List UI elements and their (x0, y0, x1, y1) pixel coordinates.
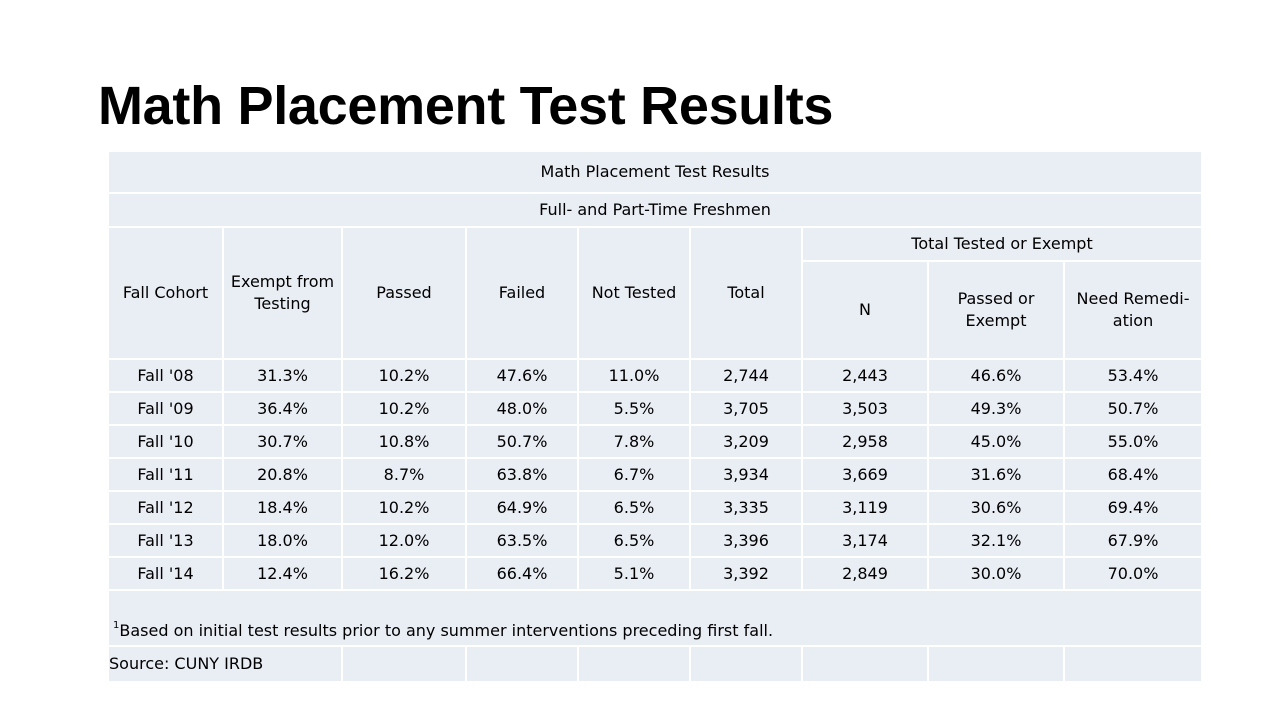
cell-total: 3,705 (689, 391, 803, 426)
cell-exempt: 36.4% (222, 391, 343, 426)
cell-total: 2,744 (689, 358, 803, 393)
table-row: Fall '11 20.8% 8.7% 63.8% 6.7% 3,934 3,669 31.6… (107, 457, 1204, 492)
cell-n: 3,669 (801, 457, 929, 492)
empty-cell (1062, 645, 1204, 683)
cell-fall-cohort: Fall '08 (107, 358, 224, 393)
cell-n: 2,443 (801, 358, 929, 393)
col-header-passed: Passed (341, 226, 467, 360)
cell-passed-or-exempt: 49.3% (927, 391, 1065, 426)
cell-n: 3,503 (801, 391, 929, 426)
cell-fall-cohort: Fall '09 (107, 391, 224, 426)
cell-passed-or-exempt: 32.1% (927, 523, 1065, 558)
table-subtitle: Full- and Part-Time Freshmen (106, 192, 1204, 228)
table-body: Fall '08 31.3% 10.2% 47.6% 11.0% 2,744 2,443 46… (107, 358, 1204, 591)
empty-cell (689, 645, 803, 683)
cell-need-remediation: 69.4% (1062, 490, 1204, 525)
cell-n: 2,958 (801, 424, 929, 459)
cell-exempt: 30.7% (222, 424, 343, 459)
slide-title: Math Placement Test Results (98, 76, 834, 136)
col-header-failed: Failed (465, 226, 579, 360)
cell-exempt: 18.4% (222, 490, 343, 525)
cell-failed: 63.8% (465, 457, 579, 492)
cell-total: 3,934 (689, 457, 803, 492)
cell-n: 3,174 (801, 523, 929, 558)
table-title: Math Placement Test Results (106, 150, 1204, 194)
cell-not-tested: 7.8% (577, 424, 691, 459)
cell-fall-cohort: Fall '10 (107, 424, 224, 459)
cell-exempt: 18.0% (222, 523, 343, 558)
table-row: Fall '12 18.4% 10.2% 64.9% 6.5% 3,335 3,119 30.… (107, 490, 1204, 525)
cell-need-remediation: 50.7% (1062, 391, 1204, 426)
group-header-total-tested: Total Tested or Exempt (800, 226, 1204, 262)
empty-cell (341, 645, 467, 683)
table-row: Fall '09 36.4% 10.2% 48.0% 5.5% 3,705 3,503 49.… (107, 391, 1204, 426)
cell-total: 3,392 (689, 556, 803, 591)
empty-cell (465, 645, 579, 683)
cell-exempt: 31.3% (222, 358, 343, 393)
cell-passed-or-exempt: 45.0% (927, 424, 1065, 459)
cell-passed: 10.8% (341, 424, 467, 459)
cell-need-remediation: 70.0% (1062, 556, 1204, 591)
table-row: Fall '08 31.3% 10.2% 47.6% 11.0% 2,744 2,443 46… (107, 358, 1204, 393)
col-header-passed-or-exempt: Passed or Exempt (927, 260, 1065, 360)
footnote: 1Based on initial test results prior to … (106, 589, 1204, 647)
table-row: Fall '14 12.4% 16.2% 66.4% 5.1% 3,392 2,849 30.… (107, 556, 1204, 591)
cell-failed: 48.0% (465, 391, 579, 426)
cell-passed: 10.2% (341, 490, 467, 525)
cell-exempt: 12.4% (222, 556, 343, 591)
cell-passed-or-exempt: 30.0% (927, 556, 1065, 591)
cell-need-remediation: 67.9% (1062, 523, 1204, 558)
table-row: Fall '13 18.0% 12.0% 63.5% 6.5% 3,396 3,174 32.… (107, 523, 1204, 558)
cell-n: 2,849 (801, 556, 929, 591)
cell-failed: 47.6% (465, 358, 579, 393)
empty-cell (577, 645, 691, 683)
cell-n: 3,119 (801, 490, 929, 525)
footnote-text: Based on initial test results prior to a… (119, 621, 774, 640)
cell-not-tested: 6.7% (577, 457, 691, 492)
table-row: Fall '10 30.7% 10.8% 50.7% 7.8% 3,209 2,958 45.… (107, 424, 1204, 459)
cell-not-tested: 5.5% (577, 391, 691, 426)
col-header-fall-cohort: Fall Cohort (107, 226, 224, 360)
cell-passed: 8.7% (341, 457, 467, 492)
cell-passed: 10.2% (341, 391, 467, 426)
cell-not-tested: 6.5% (577, 523, 691, 558)
cell-passed-or-exempt: 31.6% (927, 457, 1065, 492)
cell-not-tested: 5.1% (577, 556, 691, 591)
cell-failed: 50.7% (465, 424, 579, 459)
cell-need-remediation: 53.4% (1062, 358, 1204, 393)
cell-total: 3,396 (689, 523, 803, 558)
cell-need-remediation: 68.4% (1062, 457, 1204, 492)
col-header-not-tested: Not Tested (577, 226, 691, 360)
cell-total: 3,209 (689, 424, 803, 459)
cell-not-tested: 11.0% (577, 358, 691, 393)
cell-fall-cohort: Fall '11 (107, 457, 224, 492)
empty-cell (801, 645, 929, 683)
cell-passed: 10.2% (341, 358, 467, 393)
cell-passed-or-exempt: 46.6% (927, 358, 1065, 393)
col-header-n: N (801, 260, 929, 360)
cell-failed: 64.9% (465, 490, 579, 525)
col-header-total: Total (689, 226, 803, 360)
cell-fall-cohort: Fall '14 (107, 556, 224, 591)
cell-need-remediation: 55.0% (1062, 424, 1204, 459)
empty-cell (927, 645, 1065, 683)
cell-fall-cohort: Fall '13 (107, 523, 224, 558)
cell-not-tested: 6.5% (577, 490, 691, 525)
results-table: Math Placement Test Results Full- and Pa… (106, 150, 1204, 683)
cell-total: 3,335 (689, 490, 803, 525)
footnote-marker: 1 (113, 620, 120, 631)
cell-failed: 63.5% (465, 523, 579, 558)
source-note: Source: CUNY IRDB (107, 645, 343, 683)
cell-passed-or-exempt: 30.6% (927, 490, 1065, 525)
cell-fall-cohort: Fall '12 (107, 490, 224, 525)
cell-passed: 12.0% (341, 523, 467, 558)
cell-exempt: 20.8% (222, 457, 343, 492)
cell-failed: 66.4% (465, 556, 579, 591)
col-header-exempt: Exempt from Testing (222, 226, 343, 360)
cell-passed: 16.2% (341, 556, 467, 591)
col-header-need-remediation: Need Remedi-ation (1062, 260, 1204, 360)
